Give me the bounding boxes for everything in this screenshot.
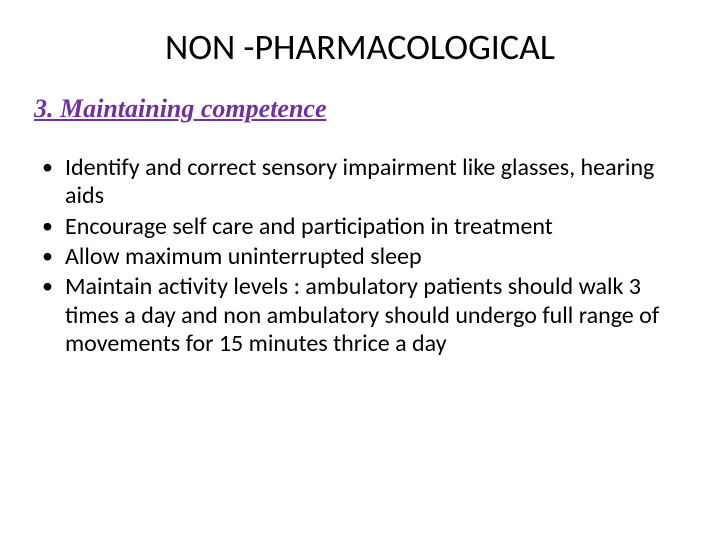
- slide-subtitle: 3. Maintaining competence: [34, 94, 690, 124]
- slide-title: NON -PHARMACOLOGICAL: [30, 25, 690, 69]
- slide-container: NON -PHARMACOLOGICAL 3. Maintaining comp…: [0, 0, 720, 540]
- bullet-item: Encourage self care and participation in…: [40, 213, 690, 241]
- bullet-item: Identify and correct sensory impairment …: [40, 154, 690, 211]
- bullet-item: Allow maximum uninterrupted sleep: [40, 243, 690, 271]
- bullet-item: Maintain activity levels : ambulatory pa…: [40, 273, 690, 358]
- bullet-list: Identify and correct sensory impairment …: [30, 154, 690, 358]
